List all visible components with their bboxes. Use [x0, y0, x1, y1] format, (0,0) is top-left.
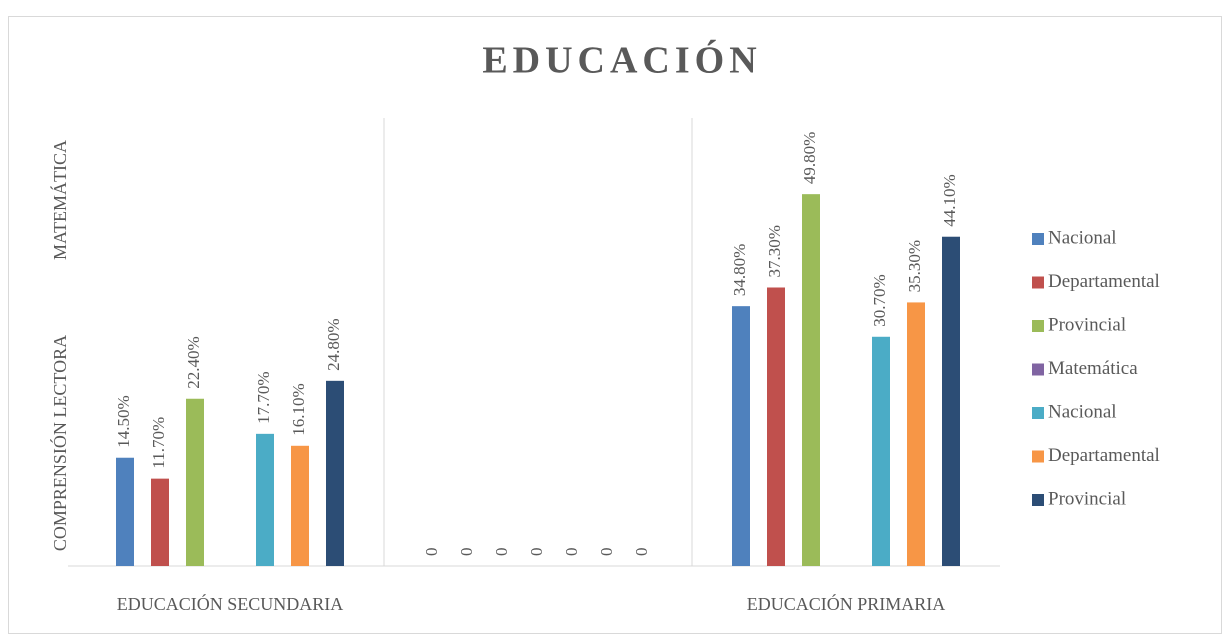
data-label: 24.80% — [324, 318, 343, 370]
bar — [186, 398, 204, 566]
bar — [326, 380, 344, 566]
data-label: 0 — [422, 548, 441, 557]
data-label: 17.70% — [254, 371, 273, 423]
data-label: 0 — [457, 548, 476, 557]
legend-swatch — [1032, 276, 1044, 289]
data-label: 0 — [492, 548, 511, 557]
legend-label: Provincial — [1048, 314, 1126, 335]
bar — [732, 306, 750, 566]
bar — [767, 287, 785, 566]
bar — [291, 445, 309, 566]
legend-label: Matemática — [1048, 358, 1138, 379]
legend-swatch — [1032, 363, 1044, 376]
data-label: 11.70% — [149, 417, 168, 469]
data-label: 14.50% — [114, 395, 133, 447]
bar — [942, 236, 960, 566]
chart-title: EDUCACIÓN — [482, 40, 761, 82]
legend-swatch — [1032, 320, 1044, 332]
legend-swatch — [1032, 450, 1044, 463]
bar — [802, 194, 820, 566]
legend-swatch — [1032, 407, 1044, 419]
bar — [151, 478, 169, 566]
data-label: 0 — [562, 548, 581, 557]
y-axis-label: COMPRENSIÓN LECTORA — [49, 335, 70, 551]
legend-swatch — [1032, 233, 1044, 245]
y-axis-label: MATEMÁTICA — [49, 140, 70, 260]
legend-label: Provincial — [1048, 488, 1126, 509]
data-label: 30.70% — [870, 274, 889, 326]
data-label: 0 — [632, 548, 651, 557]
data-label: 37.30% — [765, 225, 784, 277]
data-label: 34.80% — [730, 244, 749, 296]
data-label: 22.40% — [184, 336, 203, 388]
x-tick-label: EDUCACIÓN SECUNDARIA — [117, 593, 344, 614]
x-tick-label: EDUCACIÓN PRIMARIA — [747, 593, 946, 614]
legend-label: Nacional — [1048, 401, 1117, 422]
data-label: 16.10% — [289, 383, 308, 435]
bar — [872, 336, 890, 566]
bar — [256, 433, 274, 566]
legend-swatch — [1032, 494, 1044, 506]
legend-label: Departamental — [1048, 445, 1160, 466]
data-label: 44.10% — [940, 174, 959, 226]
bar — [907, 302, 925, 566]
data-label: 49.80% — [800, 132, 819, 184]
data-label: 35.30% — [905, 240, 924, 292]
data-label: 0 — [527, 548, 546, 557]
chart-border — [8, 16, 1222, 634]
legend-label: Nacional — [1048, 227, 1117, 248]
legend-label: Departamental — [1048, 271, 1160, 292]
bar — [116, 457, 134, 566]
data-label: 0 — [597, 548, 616, 557]
